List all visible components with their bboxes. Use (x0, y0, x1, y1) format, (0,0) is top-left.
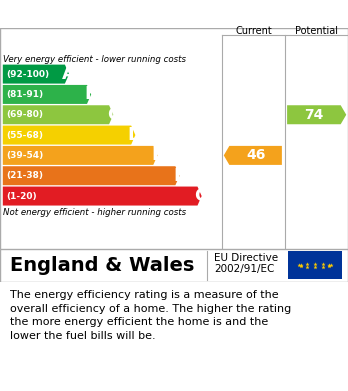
Text: B: B (84, 85, 98, 104)
Text: 46: 46 (246, 149, 265, 162)
Text: (81-91): (81-91) (6, 90, 44, 99)
Text: 74: 74 (304, 108, 324, 122)
Text: (69-80): (69-80) (6, 110, 43, 119)
Bar (288, 251, 342, 279)
Text: Not energy efficient - higher running costs: Not energy efficient - higher running co… (3, 208, 186, 217)
Text: (1-20): (1-20) (6, 192, 37, 201)
Text: (39-54): (39-54) (6, 151, 44, 160)
Text: (21-38): (21-38) (6, 171, 43, 180)
Polygon shape (224, 146, 282, 165)
Text: D: D (128, 126, 143, 144)
Text: EU Directive
2002/91/EC: EU Directive 2002/91/EC (214, 253, 278, 274)
Text: G: G (194, 187, 209, 205)
Text: (55-68): (55-68) (6, 131, 43, 140)
Text: (92-100): (92-100) (6, 70, 49, 79)
Text: C: C (106, 106, 120, 124)
Text: England & Wales: England & Wales (10, 256, 195, 275)
Polygon shape (3, 166, 180, 185)
Text: A: A (62, 65, 76, 83)
Text: Very energy efficient - lower running costs: Very energy efficient - lower running co… (3, 55, 186, 64)
Polygon shape (3, 85, 91, 104)
Polygon shape (3, 65, 69, 84)
Polygon shape (287, 105, 346, 124)
Text: E: E (151, 146, 164, 164)
Text: F: F (173, 167, 186, 185)
Polygon shape (3, 187, 202, 206)
Text: Potential: Potential (295, 27, 338, 36)
Text: The energy efficiency rating is a measure of the
overall efficiency of a home. T: The energy efficiency rating is a measur… (10, 290, 292, 341)
Polygon shape (3, 146, 157, 165)
Polygon shape (3, 105, 113, 124)
Polygon shape (3, 126, 135, 145)
Text: Current: Current (235, 27, 272, 36)
Text: Energy Efficiency Rating: Energy Efficiency Rating (69, 7, 279, 22)
